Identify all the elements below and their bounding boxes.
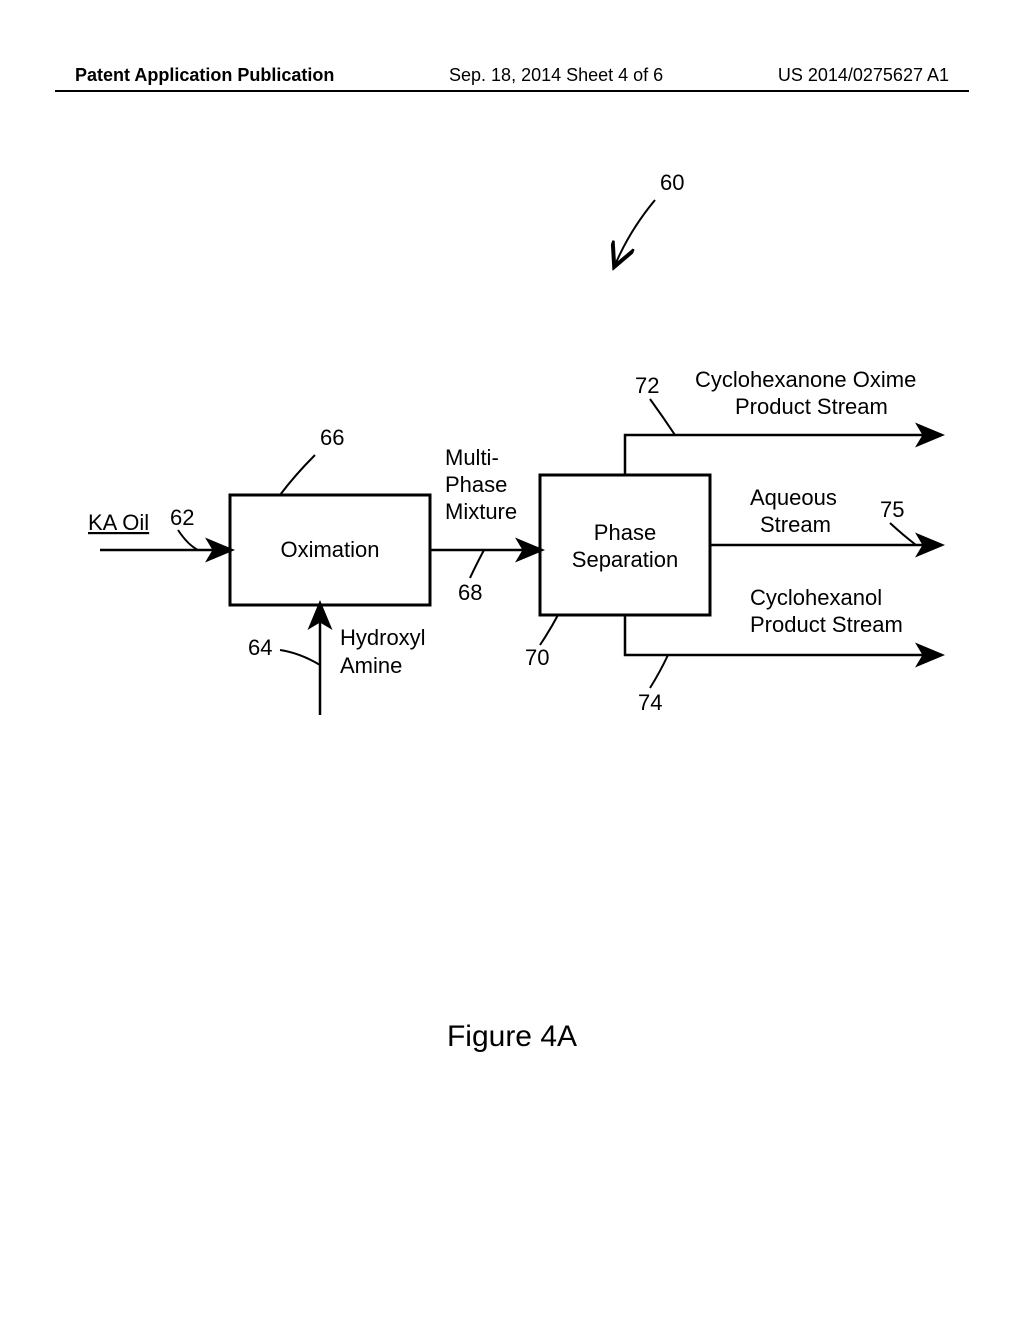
header-right: US 2014/0275627 A1 — [778, 65, 949, 86]
phase-sep-label2: Separation — [572, 547, 678, 572]
ref-75-leader — [890, 523, 916, 545]
ref-62-leader — [178, 530, 198, 550]
aqueous-label1: Aqueous — [750, 485, 837, 510]
ref-num-75: 75 — [880, 497, 904, 522]
phase-separation-block — [540, 475, 710, 615]
multiphase-label3: Mixture — [445, 499, 517, 524]
phase-sep-label1: Phase — [594, 520, 656, 545]
multiphase-label1: Multi- — [445, 445, 499, 470]
ref-num-74: 74 — [638, 690, 662, 715]
ref-68-leader — [470, 550, 484, 578]
ref-66-leader — [280, 455, 315, 495]
ref-60-leader — [615, 200, 655, 265]
header-center: Sep. 18, 2014 Sheet 4 of 6 — [449, 65, 663, 86]
ka-oil-label: KA Oil — [88, 510, 149, 535]
figure-caption: Figure 4A — [0, 1020, 1024, 1054]
aqueous-label2: Stream — [760, 512, 831, 537]
process-diagram: 60 Oximation 66 Phase Separation 70 KA O… — [70, 155, 950, 875]
ref-num-68: 68 — [458, 580, 482, 605]
ref-num-66: 66 — [320, 425, 344, 450]
multiphase-label2: Phase — [445, 472, 507, 497]
header-divider — [55, 90, 969, 92]
page-header: Patent Application Publication Sep. 18, … — [0, 65, 1024, 86]
oxime-label2: Product Stream — [735, 394, 888, 419]
ref-64-leader — [280, 650, 320, 665]
ref-num-64: 64 — [248, 635, 272, 660]
oximation-label: Oximation — [280, 537, 379, 562]
cyclohexanol-label1: Cyclohexanol — [750, 585, 882, 610]
cyclohexanol-label2: Product Stream — [750, 612, 903, 637]
hydroxyl-label1: Hydroxyl — [340, 625, 426, 650]
oxime-arrow — [625, 435, 940, 475]
ref-num-60: 60 — [660, 170, 684, 195]
ref-num-70: 70 — [525, 645, 549, 670]
header-left: Patent Application Publication — [75, 65, 334, 86]
ref-num-72: 72 — [635, 373, 659, 398]
ref-74-leader — [650, 655, 668, 688]
ref-70-leader — [540, 615, 558, 645]
ref-72-leader — [650, 399, 675, 435]
ref-num-62: 62 — [170, 505, 194, 530]
hydroxyl-label2: Amine — [340, 653, 402, 678]
oxime-label1: Cyclohexanone Oxime — [695, 367, 916, 392]
